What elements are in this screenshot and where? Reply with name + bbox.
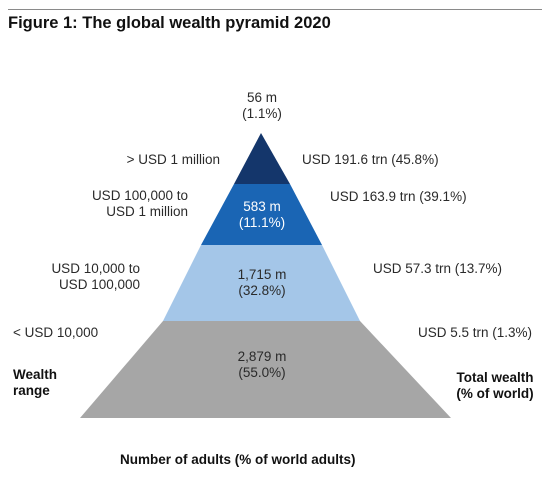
tier-upper-middle-total-wealth: USD 163.9 trn (39.1%) (330, 189, 467, 204)
wealth-range-line: USD 100,000 to (91, 188, 188, 203)
wealth-range-line: < USD 10,000 (13, 325, 99, 340)
pyramid-tier-base (80, 321, 451, 418)
tier-lower-middle-total-wealth: USD 57.3 trn (13.7%) (373, 261, 503, 276)
pyramid-tier-top (234, 133, 290, 184)
total-wealth-heading: Total wealth (% of world) (445, 370, 545, 402)
tier-top-adults-count: 56 m (246, 90, 277, 105)
heading-line: (% of world) (456, 386, 534, 401)
tier-upper-middle-adults: 583 m (11.1%) (216, 199, 308, 231)
tier-base-wealth-range: < USD 10,000 (13, 325, 98, 341)
tier-base-adults: 2,879 m (55.0%) (216, 349, 308, 381)
tier-base-adults-count: 2,879 m (237, 349, 287, 364)
tier-top-total-wealth: USD 191.6 trn (45.8%) (302, 152, 439, 167)
tier-lower-middle-adults-count: 1,715 m (237, 267, 287, 282)
tier-upper-middle-adults-pct: (11.1%) (238, 215, 286, 230)
heading-line: Total wealth (456, 370, 534, 385)
wealth-range-heading: Wealth range (13, 367, 57, 399)
tier-top-adults: 56 m (1.1%) (220, 90, 304, 122)
number-of-adults-label: Number of adults (% of world adults) (120, 452, 356, 467)
wealth-range-line: USD 1 million (106, 204, 188, 219)
pyramid-tier-lower-middle (163, 245, 360, 321)
tier-lower-middle-adults: 1,715 m (32.8%) (216, 267, 308, 299)
tier-top-wealth-range: > USD 1 million (100, 152, 220, 168)
tier-base-total-wealth: USD 5.5 trn (1.3%) (418, 325, 533, 340)
tier-lower-middle-wealth-range: USD 10,000 to USD 100,000 (20, 261, 140, 293)
figure-title: Figure 1: The global wealth pyramid 2020 (8, 14, 331, 32)
tier-lower-middle-adults-pct: (32.8%) (238, 283, 286, 298)
heading-line: range (13, 383, 50, 398)
wealth-range-line: USD 10,000 to (51, 261, 140, 276)
tier-top-adults-pct: (1.1%) (242, 106, 282, 121)
heading-line: Wealth (13, 367, 58, 382)
tier-upper-middle-adults-count: 583 m (243, 199, 281, 214)
wealth-range-line: USD 100,000 (58, 277, 140, 292)
tier-base-adults-pct: (55.0%) (238, 365, 286, 380)
tier-upper-middle-wealth-range: USD 100,000 to USD 1 million (60, 188, 188, 220)
top-rule (8, 9, 542, 10)
wealth-range-line: > USD 1 million (126, 152, 220, 167)
pyramid-tier-upper-middle (201, 184, 322, 245)
